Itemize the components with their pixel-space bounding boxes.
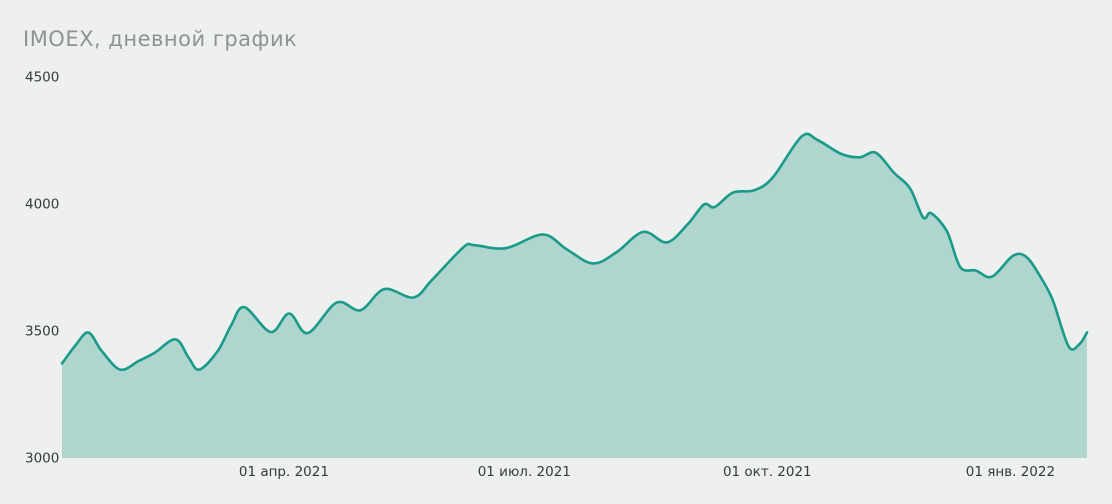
area-fill — [62, 133, 1087, 458]
x-tick-label: 01 янв. 2022 — [966, 464, 1055, 480]
x-tick-label: 01 окт. 2021 — [723, 464, 812, 480]
x-tick-label: 01 апр. 2021 — [239, 464, 329, 480]
price-line — [60, 132, 1089, 372]
x-tick-label: 01 июл. 2021 — [478, 464, 571, 480]
y-tick-label: 4500 — [25, 69, 59, 85]
chart-title: IMOEX, дневной график — [23, 27, 298, 51]
y-tick-label: 3500 — [25, 323, 59, 339]
y-tick-label: 3000 — [25, 450, 59, 466]
x-axis-labels: 01 апр. 2021 01 июл. 2021 01 окт. 2021 01 я… — [239, 464, 1055, 480]
y-tick-label: 4000 — [25, 196, 59, 212]
y-axis-labels: 3000 3500 4000 4500 — [25, 69, 59, 466]
